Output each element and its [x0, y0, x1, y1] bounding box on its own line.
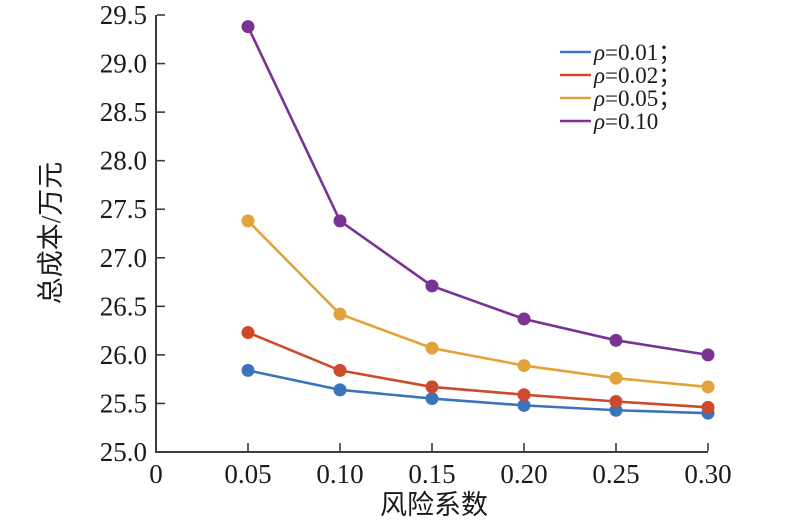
data-point — [333, 363, 347, 377]
data-point — [333, 214, 347, 228]
data-point — [333, 307, 347, 321]
axis-spines — [155, 15, 708, 453]
y-tick-label: 29.5 — [100, 0, 147, 30]
data-point — [241, 214, 255, 228]
x-tick-label: 0.10 — [316, 459, 363, 489]
x-tick-label: 0.30 — [684, 459, 731, 489]
data-point — [517, 388, 531, 402]
data-point — [241, 20, 255, 34]
tick-label-layer: 25.0 25.5 26.0 26.5 27.0 27.5 28.0 28.5 29.0 29.5… — [100, 0, 732, 489]
x-axis-label: 风险系数 — [380, 490, 488, 520]
data-point — [701, 380, 715, 394]
data-point — [701, 400, 715, 414]
data-point — [517, 359, 531, 373]
x-tick-label: 0.25 — [592, 459, 639, 489]
x-tick-label: 0 — [149, 459, 163, 489]
y-tick-label: 25.5 — [100, 388, 147, 418]
series-layer — [241, 20, 715, 420]
y-tick-label: 26.5 — [100, 291, 147, 321]
legend-label-rho-0.01: ρ=0.01； — [593, 40, 681, 65]
y-tick-label: 26.0 — [100, 340, 147, 370]
data-point — [701, 348, 715, 362]
y-tick-label: 27.5 — [100, 194, 147, 224]
x-tick-label: 0.15 — [408, 459, 455, 489]
data-point — [425, 392, 439, 406]
data-point — [425, 380, 439, 394]
axes-layer — [155, 14, 709, 453]
y-axis-label: 总成本/万元 — [36, 162, 66, 305]
y-tick-label: 27.0 — [100, 243, 147, 273]
series-line — [246, 26, 709, 357]
data-point — [609, 395, 623, 409]
series-ρ=0.10 — [241, 20, 715, 362]
y-tick-label: 28.5 — [100, 97, 147, 127]
series-ρ=0.02 — [241, 326, 715, 414]
legend: ρ=0.01； ρ=0.02； ρ=0.05； ρ=0.10 — [560, 40, 681, 134]
x-tick-label: 0.20 — [500, 459, 547, 489]
legend-label-rho-0.02: ρ=0.02； — [593, 63, 681, 88]
series-line — [247, 331, 709, 409]
series-line — [247, 369, 709, 415]
data-point — [517, 312, 531, 326]
data-point — [425, 279, 439, 293]
legend-label-rho-0.05: ρ=0.05； — [593, 86, 681, 111]
y-tick-label: 25.0 — [100, 437, 147, 467]
data-point — [609, 371, 623, 385]
x-tick-label: 0.05 — [224, 459, 271, 489]
data-point — [333, 383, 347, 397]
data-point — [425, 341, 439, 355]
data-point — [609, 333, 623, 347]
data-point — [241, 326, 255, 340]
data-point — [241, 363, 255, 377]
y-tick-label: 29.0 — [100, 49, 147, 79]
y-tick-label: 28.0 — [100, 146, 147, 176]
data-point — [517, 398, 531, 412]
series-line — [247, 219, 709, 389]
series-ρ=0.05 — [241, 214, 715, 394]
legend-label-rho-0.10: ρ=0.10 — [593, 109, 658, 134]
